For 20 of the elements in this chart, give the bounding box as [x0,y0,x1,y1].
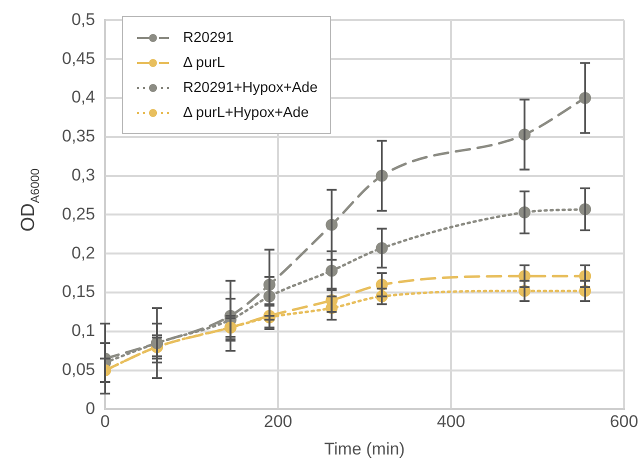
y-tick-label: 0,05 [62,360,96,379]
y-tick-label: 0,35 [62,126,96,146]
legend-label: Δ purL [183,54,225,70]
y-tick-label: 0,2 [71,243,96,262]
y-tick-label: 0,5 [71,10,96,29]
x-axis-title: Time (min) [324,439,405,458]
x-tick-label: 400 [436,412,466,432]
y-tick-label: 0,1 [71,321,96,340]
x-tick-label: 600 [610,412,638,432]
y-tick-label: 0 [86,398,96,418]
y-tick-label: 0,4 [71,88,96,107]
y-tick-label: 0,25 [62,204,96,224]
x-tick-label: 200 [264,412,292,432]
y-tick-label: 0,45 [62,48,96,68]
x-tick-label: 0 [100,412,110,432]
y-tick-label: 0,15 [62,282,96,302]
legend-label: R20291 [183,30,234,46]
y-tick-label: 0,3 [71,165,96,184]
legend-label: Δ purL+Hypox+Ade [183,104,309,120]
legend-label: R20291+Hypox+Ade [183,80,318,96]
